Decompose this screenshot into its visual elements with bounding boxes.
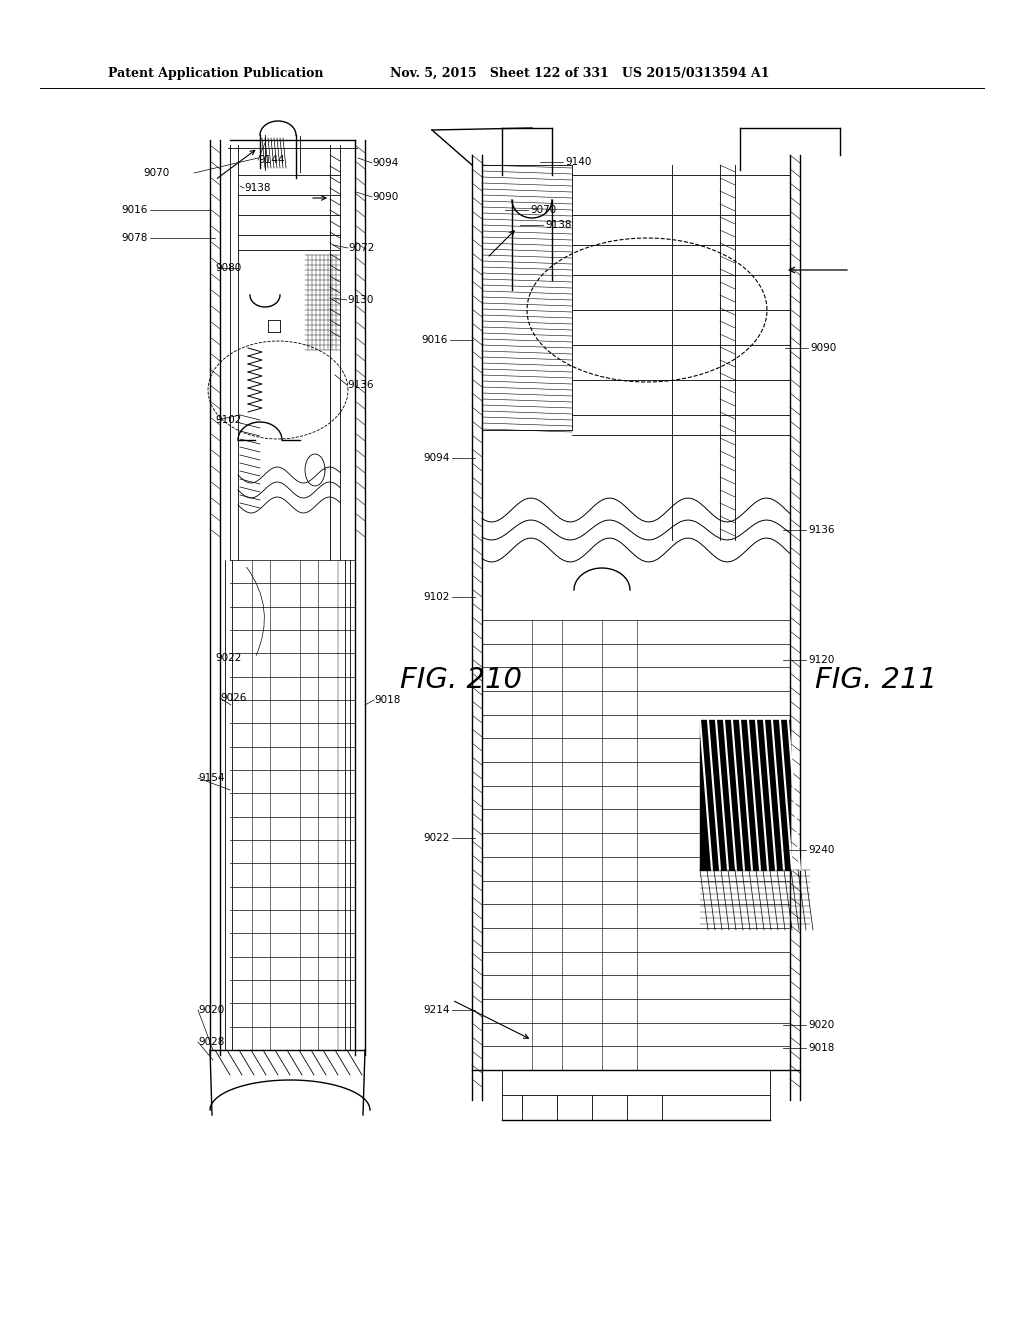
Text: 9130: 9130	[347, 294, 374, 305]
Text: 9090: 9090	[372, 191, 398, 202]
Text: 9016: 9016	[422, 335, 449, 345]
Text: 9022: 9022	[215, 653, 242, 663]
Text: Patent Application Publication: Patent Application Publication	[108, 66, 324, 79]
Text: Nov. 5, 2015   Sheet 122 of 331   US 2015/0313594 A1: Nov. 5, 2015 Sheet 122 of 331 US 2015/03…	[390, 66, 769, 79]
Text: 9144: 9144	[258, 154, 285, 165]
Text: 9094: 9094	[424, 453, 450, 463]
Text: 9078: 9078	[122, 234, 148, 243]
Text: 9026: 9026	[220, 693, 247, 704]
Text: 9090: 9090	[810, 343, 837, 352]
Text: 9138: 9138	[244, 183, 270, 193]
Text: 9070: 9070	[530, 205, 556, 215]
Text: 9072: 9072	[348, 243, 375, 253]
Text: 9102: 9102	[424, 591, 450, 602]
Text: 9018: 9018	[374, 696, 400, 705]
Text: 9136: 9136	[808, 525, 835, 535]
Text: 9154: 9154	[198, 774, 224, 783]
Text: 9214: 9214	[424, 1005, 450, 1015]
Text: 9028: 9028	[198, 1038, 224, 1047]
Text: 9240: 9240	[808, 845, 835, 855]
Text: 9022: 9022	[424, 833, 450, 843]
Text: 9020: 9020	[808, 1020, 835, 1030]
Text: 9120: 9120	[808, 655, 835, 665]
Text: 9140: 9140	[565, 157, 592, 168]
Text: 9138: 9138	[545, 220, 571, 230]
Text: FIG. 211: FIG. 211	[815, 667, 937, 694]
Text: 9080: 9080	[215, 263, 242, 273]
Bar	[700, 719, 790, 870]
Text: 9102: 9102	[215, 414, 242, 425]
Text: 9094: 9094	[372, 158, 398, 168]
Text: 9020: 9020	[198, 1005, 224, 1015]
Text: 9070: 9070	[143, 168, 170, 178]
Text: 9016: 9016	[122, 205, 148, 215]
Text: FIG. 210: FIG. 210	[400, 667, 522, 694]
Text: 9018: 9018	[808, 1043, 835, 1053]
Text: 9136: 9136	[347, 380, 374, 389]
